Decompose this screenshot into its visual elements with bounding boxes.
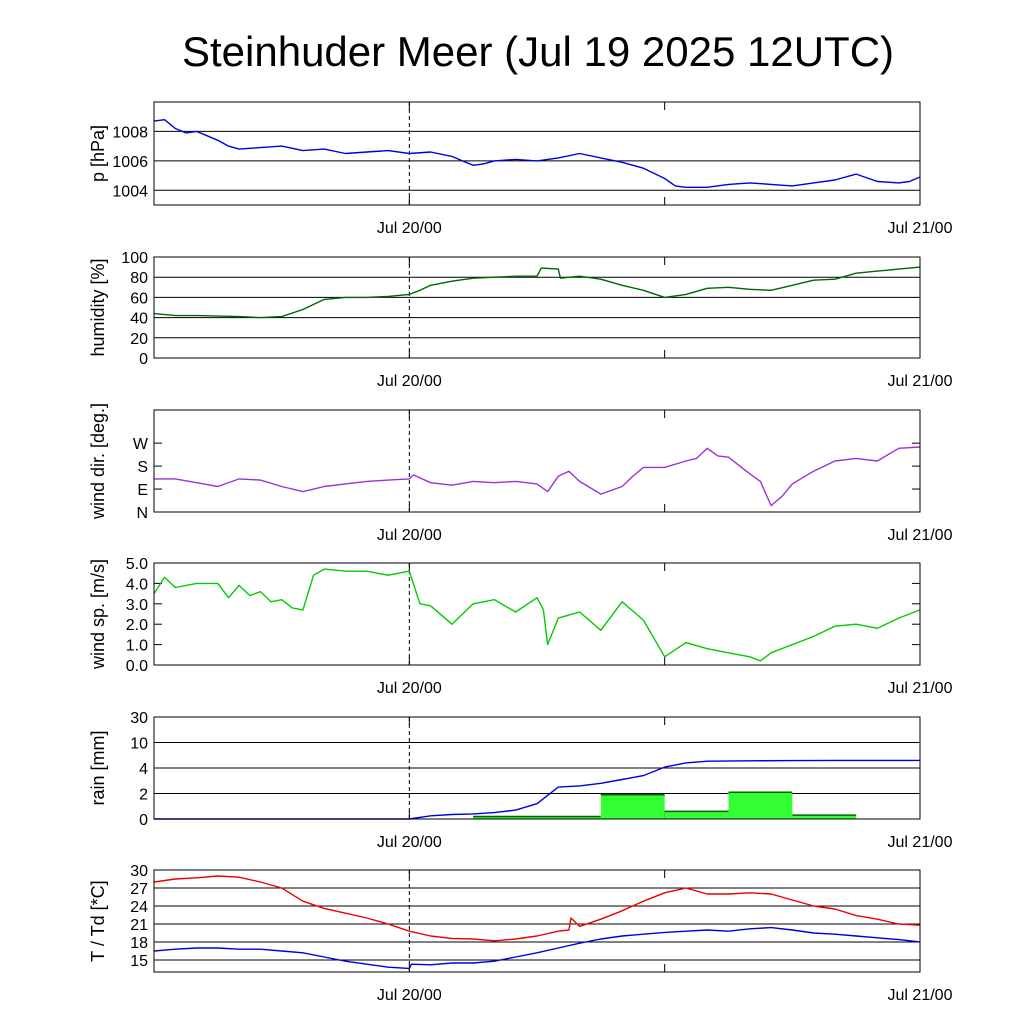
temperature-ytick-label: 21 (130, 917, 148, 934)
rain-bar (473, 816, 537, 819)
rain-bar (728, 792, 793, 819)
rain-frame (153, 716, 921, 820)
wind_direction-series-line (154, 446, 921, 507)
temperature-xtick-label: Jul 20/00 (377, 987, 442, 1004)
rain-ytick-label: 2 (139, 787, 148, 804)
pressure-ylabel: p [hPa] (88, 125, 108, 182)
temperature-series-line (153, 926, 921, 970)
pressure-frame (153, 101, 921, 206)
wind_speed-xtick-label: Jul 20/00 (377, 680, 442, 697)
wind_direction-ytick-label: S (137, 459, 148, 476)
rain-bar (664, 811, 729, 819)
wind_direction-ytick-label: W (133, 436, 149, 453)
wind_direction-xtick-label: Jul 21/00 (888, 527, 953, 544)
wind_direction-ytick-label: N (136, 505, 148, 522)
rain-ylabel: rain [mm] (88, 730, 108, 805)
humidity-xtick-label: Jul 21/00 (888, 373, 953, 390)
humidity-ytick-label: 100 (121, 250, 148, 267)
wind_speed-ytick-label: 2.0 (126, 617, 148, 634)
rain-bar (792, 815, 857, 819)
pressure-series-line (153, 118, 921, 189)
temperature-ylabel: T / Td [*C] (88, 880, 108, 961)
rain-ytick-label: 0 (139, 812, 148, 829)
temperature-ytick-label: 24 (130, 899, 148, 916)
wind_direction-ylabel: wind dir. [deg.] (88, 403, 108, 520)
temperature-ytick-label: 18 (130, 935, 148, 952)
rain-ytick-label: 10 (130, 736, 148, 753)
temperature-ytick-label: 30 (130, 863, 148, 880)
wind_speed-ylabel: wind sp. [m/s] (88, 559, 108, 670)
wind_speed-frame (153, 562, 921, 666)
temperature-frame (153, 869, 921, 973)
wind_speed-ytick-label: 0.0 (126, 658, 148, 675)
temperature-series-line (153, 875, 921, 942)
pressure-xtick-label: Jul 20/00 (377, 220, 442, 237)
wind_speed-ytick-label: 4.0 (126, 576, 148, 593)
wind_speed-ytick-label: 5.0 (126, 556, 148, 573)
wind_speed-series-line (153, 568, 921, 662)
rain-xtick-label: Jul 21/00 (888, 834, 953, 851)
wind_speed-ytick-label: 1.0 (126, 638, 148, 655)
wind_direction-ytick-label: E (137, 482, 148, 499)
humidity-ytick-label: 60 (130, 290, 148, 307)
wind_speed-ytick-label: 3.0 (126, 597, 148, 614)
pressure-ytick-label: 1008 (112, 124, 148, 141)
rain-bar (537, 816, 601, 819)
pressure-xtick-label: Jul 21/00 (888, 220, 953, 237)
humidity-ytick-label: 80 (130, 270, 148, 287)
rain-ytick-label: 30 (130, 710, 148, 727)
wind_direction-frame (153, 409, 921, 513)
temperature-ytick-label: 27 (130, 881, 148, 898)
rain-ytick-label: 4 (139, 761, 148, 778)
humidity-series-line (153, 266, 921, 319)
temperature-xtick-label: Jul 21/00 (888, 987, 953, 1004)
rain-xtick-label: Jul 20/00 (377, 834, 442, 851)
rain-series-line (154, 759, 920, 820)
temperature-ytick-label: 15 (130, 953, 148, 970)
humidity-ytick-label: 0 (139, 351, 148, 368)
rain-bar (600, 794, 665, 819)
humidity-xtick-label: Jul 20/00 (377, 373, 442, 390)
chart-title: Steinhuder Meer (Jul 19 2025 12UTC) (182, 28, 894, 75)
wind_speed-xtick-label: Jul 21/00 (888, 680, 953, 697)
pressure-ytick-label: 1006 (112, 154, 148, 171)
wind_direction-xtick-label: Jul 20/00 (377, 527, 442, 544)
pressure-ytick-label: 1004 (112, 183, 148, 200)
humidity-ylabel: humidity [%] (88, 258, 108, 356)
humidity-frame (153, 256, 921, 359)
humidity-ytick-label: 40 (130, 311, 148, 328)
humidity-ytick-label: 20 (130, 331, 148, 348)
